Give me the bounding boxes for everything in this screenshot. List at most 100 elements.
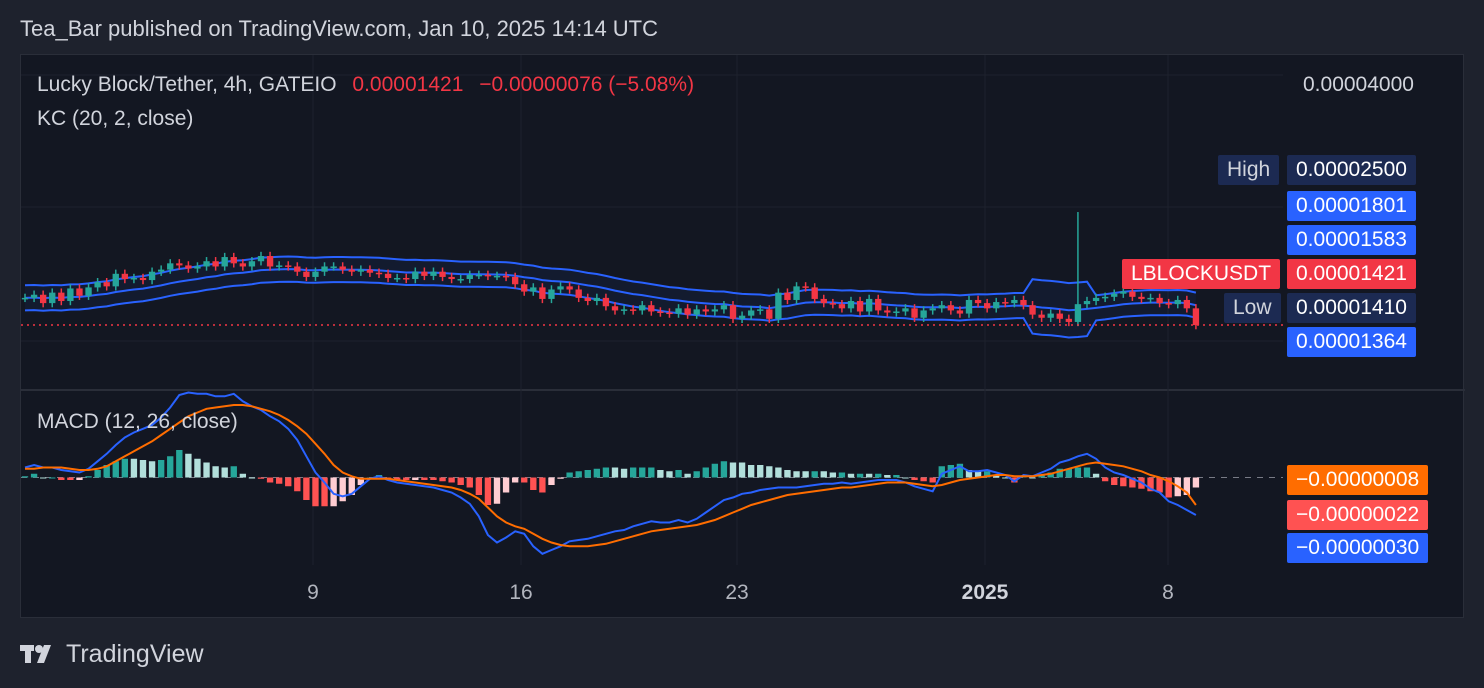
macd-histogram-bar: [784, 470, 791, 478]
time-axis-tick-label: 23: [725, 581, 748, 604]
candle-body: [321, 266, 328, 272]
candle-body: [348, 269, 355, 272]
candle-body: [466, 274, 473, 280]
candle-body: [275, 265, 283, 267]
high-label: High: [1218, 155, 1280, 185]
macd-histogram-bar: [76, 477, 83, 480]
macd-histogram-bar: [884, 475, 891, 478]
candle-body: [847, 301, 855, 309]
macd-histogram-bar: [39, 477, 47, 479]
macd-histogram-bar: [466, 477, 473, 488]
candle-body: [448, 276, 455, 280]
candle-body: [1074, 304, 1082, 322]
kc-upper-label: 0.00001801: [1287, 191, 1416, 221]
macd-histogram-bar: [929, 477, 936, 483]
candle-body: [1129, 291, 1136, 297]
macd-histogram-bar: [693, 471, 700, 478]
macd-histogram-bar: [1192, 477, 1200, 488]
macd-line-label: −0.00000030: [1287, 533, 1429, 563]
candle-body: [875, 298, 882, 311]
candle-body: [1047, 313, 1054, 318]
macd-histogram-bar: [1165, 477, 1172, 498]
candle-body: [548, 289, 555, 299]
candle-body: [121, 273, 129, 280]
macd-histogram-bar: [1002, 477, 1009, 479]
candle-body: [1192, 308, 1200, 326]
candle-body: [566, 286, 573, 290]
macd-histogram-bar: [684, 473, 691, 478]
price-axis-top-tick: 0.00004000: [1303, 73, 1414, 96]
macd-histogram-bar: [484, 477, 492, 505]
macd-histogram-bar: [266, 477, 274, 483]
candle-body: [502, 275, 510, 278]
macd-line: [24, 391, 1197, 555]
candle-body: [1183, 299, 1191, 309]
symbol-tag-label: LBLOCKUSDT: [1122, 259, 1281, 289]
candle-body: [484, 274, 492, 277]
macd-histogram-bar: [811, 471, 818, 478]
macd-histogram-bar: [611, 467, 619, 478]
macd-histogram-bar: [1120, 477, 1127, 487]
candle-body: [266, 256, 274, 267]
candle-body: [1065, 318, 1073, 322]
macd-histogram-bar: [248, 477, 256, 479]
candle-body: [729, 305, 737, 319]
candle-body: [575, 289, 582, 298]
macd-histogram-bar: [403, 477, 410, 480]
macd-histogram-bar: [1183, 477, 1191, 495]
kc-legend[interactable]: KC (20, 2, close): [37, 107, 194, 130]
candle-body: [194, 266, 201, 269]
footer-brand[interactable]: TradingView: [20, 638, 204, 670]
candle-body: [884, 310, 891, 313]
macd-histogram-bar: [847, 473, 855, 478]
candle-body: [521, 284, 528, 292]
macd-histogram-bar: [902, 477, 909, 479]
macd-histogram-bar: [1111, 477, 1118, 485]
low-label: Low: [1224, 293, 1281, 323]
kc-lower-band: [24, 280, 1197, 339]
macd-histogram-bar: [1101, 477, 1109, 482]
macd-histogram-bar: [675, 470, 682, 478]
macd-histogram-bar: [303, 477, 310, 500]
candle-body: [1020, 299, 1027, 306]
macd-legend[interactable]: MACD (12, 26, close): [37, 410, 238, 433]
chart-frame[interactable]: 9 16 23 2025 8 Lucky Block/Tether, 4h, GATEI…: [20, 54, 1465, 619]
candle-body: [212, 261, 219, 267]
candle-body: [248, 261, 256, 267]
candle-body: [285, 265, 292, 267]
candle-body: [1174, 299, 1181, 305]
macd-histogram-bar: [430, 477, 437, 480]
macd-histogram-bar: [30, 473, 38, 478]
macd-histogram-bar: [185, 453, 192, 478]
candle-body: [439, 271, 446, 277]
candle-body: [593, 297, 601, 302]
macd-histogram-bar: [321, 477, 328, 507]
candle-body: [711, 309, 719, 312]
candle-body: [167, 263, 174, 270]
candle-body: [1002, 302, 1009, 304]
macd-signal-label: −0.00000022: [1287, 500, 1429, 530]
candle-body: [203, 261, 210, 267]
symbol-legend: Lucky Block/Tether, 4h, GATEIO 0.0000142…: [37, 73, 694, 97]
candle-body: [103, 282, 110, 287]
candle-body: [412, 271, 419, 280]
candle-body: [430, 271, 437, 276]
price-chart[interactable]: 9 16 23 2025 8: [21, 55, 1465, 619]
macd-signal-line: [25, 404, 1197, 548]
candle-body: [393, 277, 401, 280]
candle-body: [130, 277, 138, 280]
macd-histogram-bar: [584, 470, 591, 478]
candle-body: [611, 306, 619, 311]
candle-body: [403, 277, 410, 280]
macd-histogram-bar: [1047, 472, 1054, 478]
candle-body: [176, 263, 183, 266]
candle-body: [76, 288, 83, 296]
candle-body: [1101, 296, 1109, 299]
price-change-legend: −0.00000076 (−5.08%): [479, 73, 695, 96]
macd-histogram-bar: [1129, 477, 1136, 488]
macd-histogram-bar: [657, 470, 664, 478]
candle-body: [983, 303, 991, 309]
macd-histogram-bar: [738, 462, 746, 478]
macd-histogram-bar: [965, 470, 973, 478]
candle-body: [139, 277, 147, 281]
